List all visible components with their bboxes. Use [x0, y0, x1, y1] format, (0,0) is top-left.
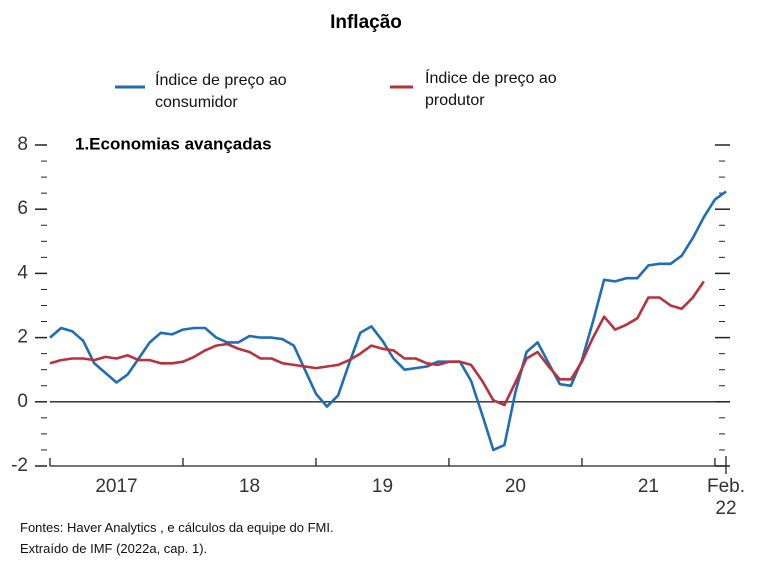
x-tick-label: 20	[504, 476, 526, 497]
y-tick-label: 0	[17, 391, 28, 412]
y-tick-label: 6	[17, 198, 28, 219]
footnote: Extraído de IMF (2022a, cap. 1).	[20, 541, 208, 556]
legend-label: Índice de preço ao consumidor	[155, 72, 287, 111]
footnote: Fontes: Haver Analytics , e cálculos da …	[20, 520, 334, 535]
y-tick-label: 8	[17, 134, 28, 155]
y-tick-label: -2	[11, 455, 28, 476]
y-tick-label: 4	[17, 262, 28, 283]
series-line	[49, 190, 727, 452]
chart-subtitle: 1.Economias avançadas	[75, 134, 272, 153]
x-tick-label: 2017	[95, 476, 138, 497]
series-line	[49, 280, 705, 407]
x-tick-label: 19	[371, 476, 394, 497]
legend-label: Índice de preço ao produtor	[425, 70, 557, 109]
x-tick-label: 18	[238, 476, 261, 497]
y-tick-label: 2	[17, 327, 28, 348]
x-tick-label: 21	[637, 476, 659, 497]
x-tick-label: Feb. 22	[706, 476, 746, 519]
chart-title: Inflação	[330, 12, 402, 33]
